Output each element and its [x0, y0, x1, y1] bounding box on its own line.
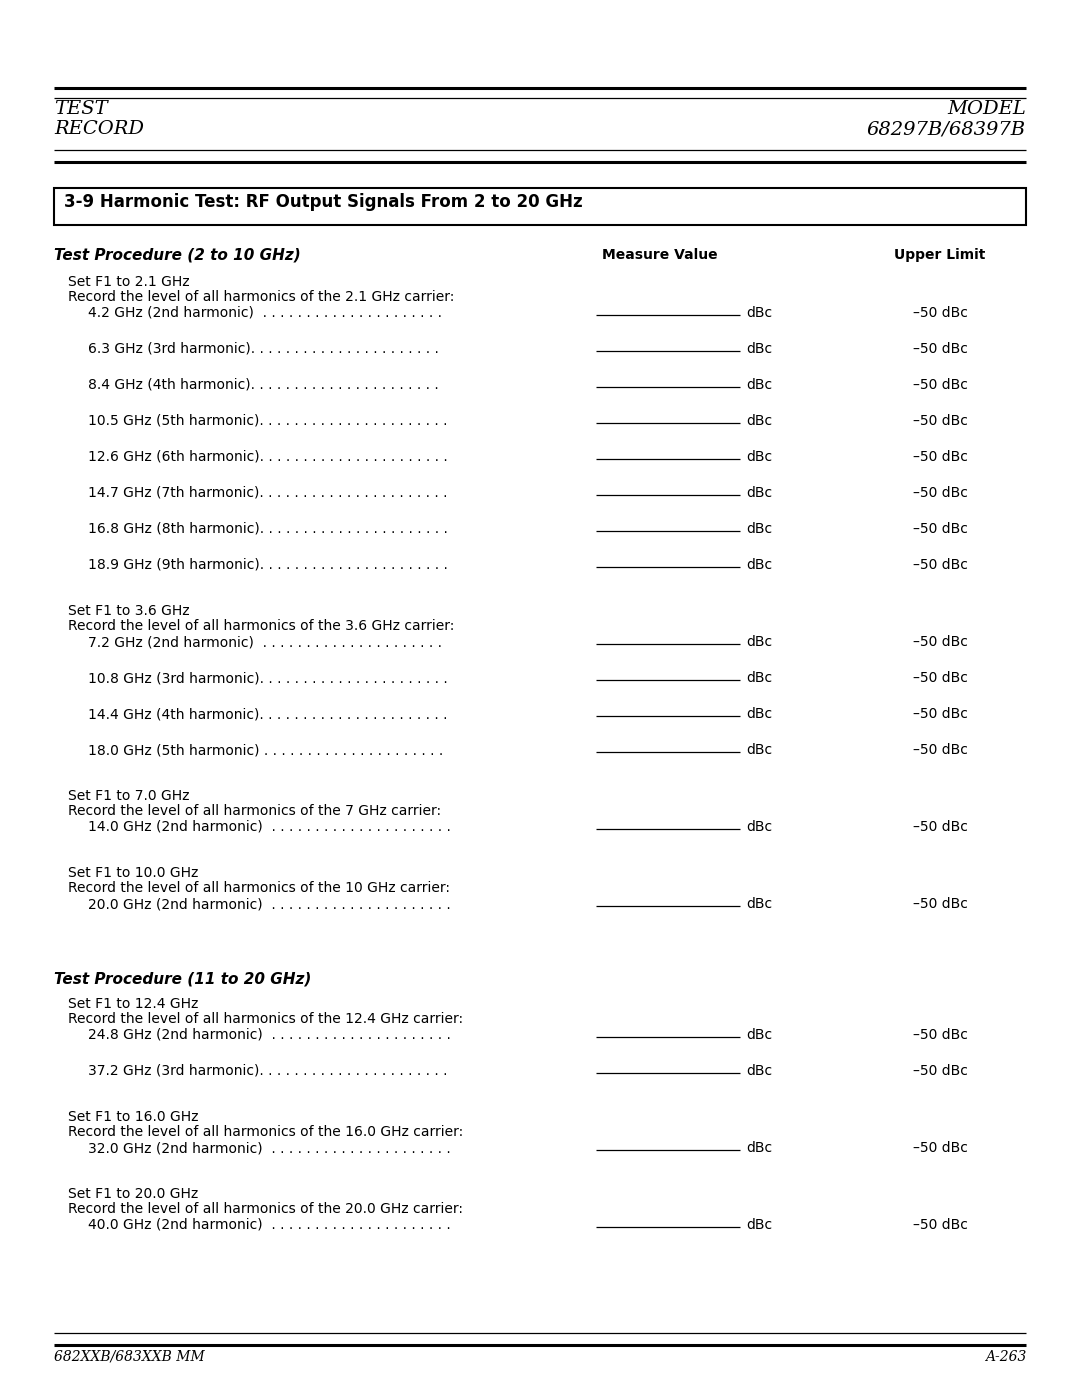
- Text: Record the level of all harmonics of the 3.6 GHz carrier:: Record the level of all harmonics of the…: [68, 619, 455, 633]
- Text: Record the level of all harmonics of the 10 GHz carrier:: Record the level of all harmonics of the…: [68, 882, 450, 895]
- Text: 18.9 GHz (9th harmonic). . . . . . . . . . . . . . . . . . . . . .: 18.9 GHz (9th harmonic). . . . . . . . .…: [87, 557, 448, 571]
- Text: Record the level of all harmonics of the 20.0 GHz carrier:: Record the level of all harmonics of the…: [68, 1201, 463, 1215]
- Text: –50 dBc: –50 dBc: [913, 1028, 968, 1042]
- Text: –50 dBc: –50 dBc: [913, 1141, 968, 1155]
- Text: dBc: dBc: [746, 522, 772, 536]
- Text: dBc: dBc: [746, 743, 772, 757]
- Text: 68297B/68397B: 68297B/68397B: [867, 120, 1026, 138]
- Text: dBc: dBc: [746, 1028, 772, 1042]
- Text: 32.0 GHz (2nd harmonic)  . . . . . . . . . . . . . . . . . . . . .: 32.0 GHz (2nd harmonic) . . . . . . . . …: [87, 1141, 450, 1155]
- Text: 12.6 GHz (6th harmonic). . . . . . . . . . . . . . . . . . . . . .: 12.6 GHz (6th harmonic). . . . . . . . .…: [87, 450, 448, 464]
- Text: –50 dBc: –50 dBc: [913, 820, 968, 834]
- Text: dBc: dBc: [746, 379, 772, 393]
- Text: 4.2 GHz (2nd harmonic)  . . . . . . . . . . . . . . . . . . . . .: 4.2 GHz (2nd harmonic) . . . . . . . . .…: [87, 306, 442, 320]
- Text: dBc: dBc: [746, 671, 772, 685]
- Bar: [54, 189, 1026, 225]
- Text: dBc: dBc: [746, 707, 772, 721]
- Text: Set F1 to 20.0 GHz: Set F1 to 20.0 GHz: [68, 1187, 199, 1201]
- Text: Upper Limit: Upper Limit: [894, 249, 986, 263]
- Text: Set F1 to 12.4 GHz: Set F1 to 12.4 GHz: [68, 997, 199, 1011]
- Text: dBc: dBc: [746, 306, 772, 320]
- Text: 16.8 GHz (8th harmonic). . . . . . . . . . . . . . . . . . . . . .: 16.8 GHz (8th harmonic). . . . . . . . .…: [87, 522, 448, 536]
- Text: –50 dBc: –50 dBc: [913, 522, 968, 536]
- Text: Test Procedure (2 to 10 GHz): Test Procedure (2 to 10 GHz): [54, 249, 300, 263]
- Text: –50 dBc: –50 dBc: [913, 414, 968, 427]
- Text: dBc: dBc: [746, 820, 772, 834]
- Text: 7.2 GHz (2nd harmonic)  . . . . . . . . . . . . . . . . . . . . .: 7.2 GHz (2nd harmonic) . . . . . . . . .…: [87, 636, 442, 650]
- Text: dBc: dBc: [746, 1141, 772, 1155]
- Text: Set F1 to 3.6 GHz: Set F1 to 3.6 GHz: [68, 604, 190, 617]
- Text: –50 dBc: –50 dBc: [913, 486, 968, 500]
- Text: –50 dBc: –50 dBc: [913, 306, 968, 320]
- Text: Set F1 to 16.0 GHz: Set F1 to 16.0 GHz: [68, 1111, 199, 1125]
- Text: Record the level of all harmonics of the 2.1 GHz carrier:: Record the level of all harmonics of the…: [68, 291, 455, 305]
- Text: dBc: dBc: [746, 1218, 772, 1232]
- Text: Set F1 to 2.1 GHz: Set F1 to 2.1 GHz: [68, 275, 190, 289]
- Text: dBc: dBc: [746, 636, 772, 650]
- Text: dBc: dBc: [746, 414, 772, 427]
- Text: –50 dBc: –50 dBc: [913, 671, 968, 685]
- Text: Record the level of all harmonics of the 12.4 GHz carrier:: Record the level of all harmonics of the…: [68, 1011, 463, 1025]
- Text: MODEL: MODEL: [947, 101, 1026, 117]
- Text: TEST: TEST: [54, 101, 108, 117]
- Text: –50 dBc: –50 dBc: [913, 743, 968, 757]
- Text: –50 dBc: –50 dBc: [913, 342, 968, 356]
- Text: –50 dBc: –50 dBc: [913, 707, 968, 721]
- Text: Record the level of all harmonics of the 16.0 GHz carrier:: Record the level of all harmonics of the…: [68, 1125, 463, 1139]
- Text: –50 dBc: –50 dBc: [913, 1218, 968, 1232]
- Text: 6.3 GHz (3rd harmonic). . . . . . . . . . . . . . . . . . . . . .: 6.3 GHz (3rd harmonic). . . . . . . . . …: [87, 342, 438, 356]
- Text: 10.5 GHz (5th harmonic). . . . . . . . . . . . . . . . . . . . . .: 10.5 GHz (5th harmonic). . . . . . . . .…: [87, 414, 447, 427]
- Text: Set F1 to 7.0 GHz: Set F1 to 7.0 GHz: [68, 789, 189, 803]
- Text: 14.4 GHz (4th harmonic). . . . . . . . . . . . . . . . . . . . . .: 14.4 GHz (4th harmonic). . . . . . . . .…: [87, 707, 447, 721]
- Text: –50 dBc: –50 dBc: [913, 557, 968, 571]
- Text: –50 dBc: –50 dBc: [913, 1065, 968, 1078]
- Text: Record the level of all harmonics of the 7 GHz carrier:: Record the level of all harmonics of the…: [68, 805, 441, 819]
- Text: 37.2 GHz (3rd harmonic). . . . . . . . . . . . . . . . . . . . . .: 37.2 GHz (3rd harmonic). . . . . . . . .…: [87, 1065, 447, 1078]
- Text: 18.0 GHz (5th harmonic) . . . . . . . . . . . . . . . . . . . . .: 18.0 GHz (5th harmonic) . . . . . . . . …: [87, 743, 443, 757]
- Text: 14.0 GHz (2nd harmonic)  . . . . . . . . . . . . . . . . . . . . .: 14.0 GHz (2nd harmonic) . . . . . . . . …: [87, 820, 450, 834]
- Text: dBc: dBc: [746, 1065, 772, 1078]
- Text: –50 dBc: –50 dBc: [913, 636, 968, 650]
- Text: –50 dBc: –50 dBc: [913, 897, 968, 911]
- Text: dBc: dBc: [746, 486, 772, 500]
- Text: 10.8 GHz (3rd harmonic). . . . . . . . . . . . . . . . . . . . . .: 10.8 GHz (3rd harmonic). . . . . . . . .…: [87, 671, 448, 685]
- Text: dBc: dBc: [746, 557, 772, 571]
- Text: 40.0 GHz (2nd harmonic)  . . . . . . . . . . . . . . . . . . . . .: 40.0 GHz (2nd harmonic) . . . . . . . . …: [87, 1218, 450, 1232]
- Text: dBc: dBc: [746, 450, 772, 464]
- Text: Measure Value: Measure Value: [603, 249, 718, 263]
- Text: A-263: A-263: [985, 1350, 1026, 1363]
- Text: –50 dBc: –50 dBc: [913, 379, 968, 393]
- Text: dBc: dBc: [746, 342, 772, 356]
- Text: 3-9 Harmonic Test: RF Output Signals From 2 to 20 GHz: 3-9 Harmonic Test: RF Output Signals Fro…: [64, 193, 582, 211]
- Text: dBc: dBc: [746, 897, 772, 911]
- Text: 14.7 GHz (7th harmonic). . . . . . . . . . . . . . . . . . . . . .: 14.7 GHz (7th harmonic). . . . . . . . .…: [87, 486, 447, 500]
- Text: Test Procedure (11 to 20 GHz): Test Procedure (11 to 20 GHz): [54, 971, 311, 986]
- Text: 24.8 GHz (2nd harmonic)  . . . . . . . . . . . . . . . . . . . . .: 24.8 GHz (2nd harmonic) . . . . . . . . …: [87, 1028, 450, 1042]
- Text: 8.4 GHz (4th harmonic). . . . . . . . . . . . . . . . . . . . . .: 8.4 GHz (4th harmonic). . . . . . . . . …: [87, 379, 438, 393]
- Text: 20.0 GHz (2nd harmonic)  . . . . . . . . . . . . . . . . . . . . .: 20.0 GHz (2nd harmonic) . . . . . . . . …: [87, 897, 450, 911]
- Text: –50 dBc: –50 dBc: [913, 450, 968, 464]
- Text: Set F1 to 10.0 GHz: Set F1 to 10.0 GHz: [68, 866, 199, 880]
- Text: 682XXB/683XXB MM: 682XXB/683XXB MM: [54, 1350, 205, 1363]
- Text: RECORD: RECORD: [54, 120, 144, 138]
